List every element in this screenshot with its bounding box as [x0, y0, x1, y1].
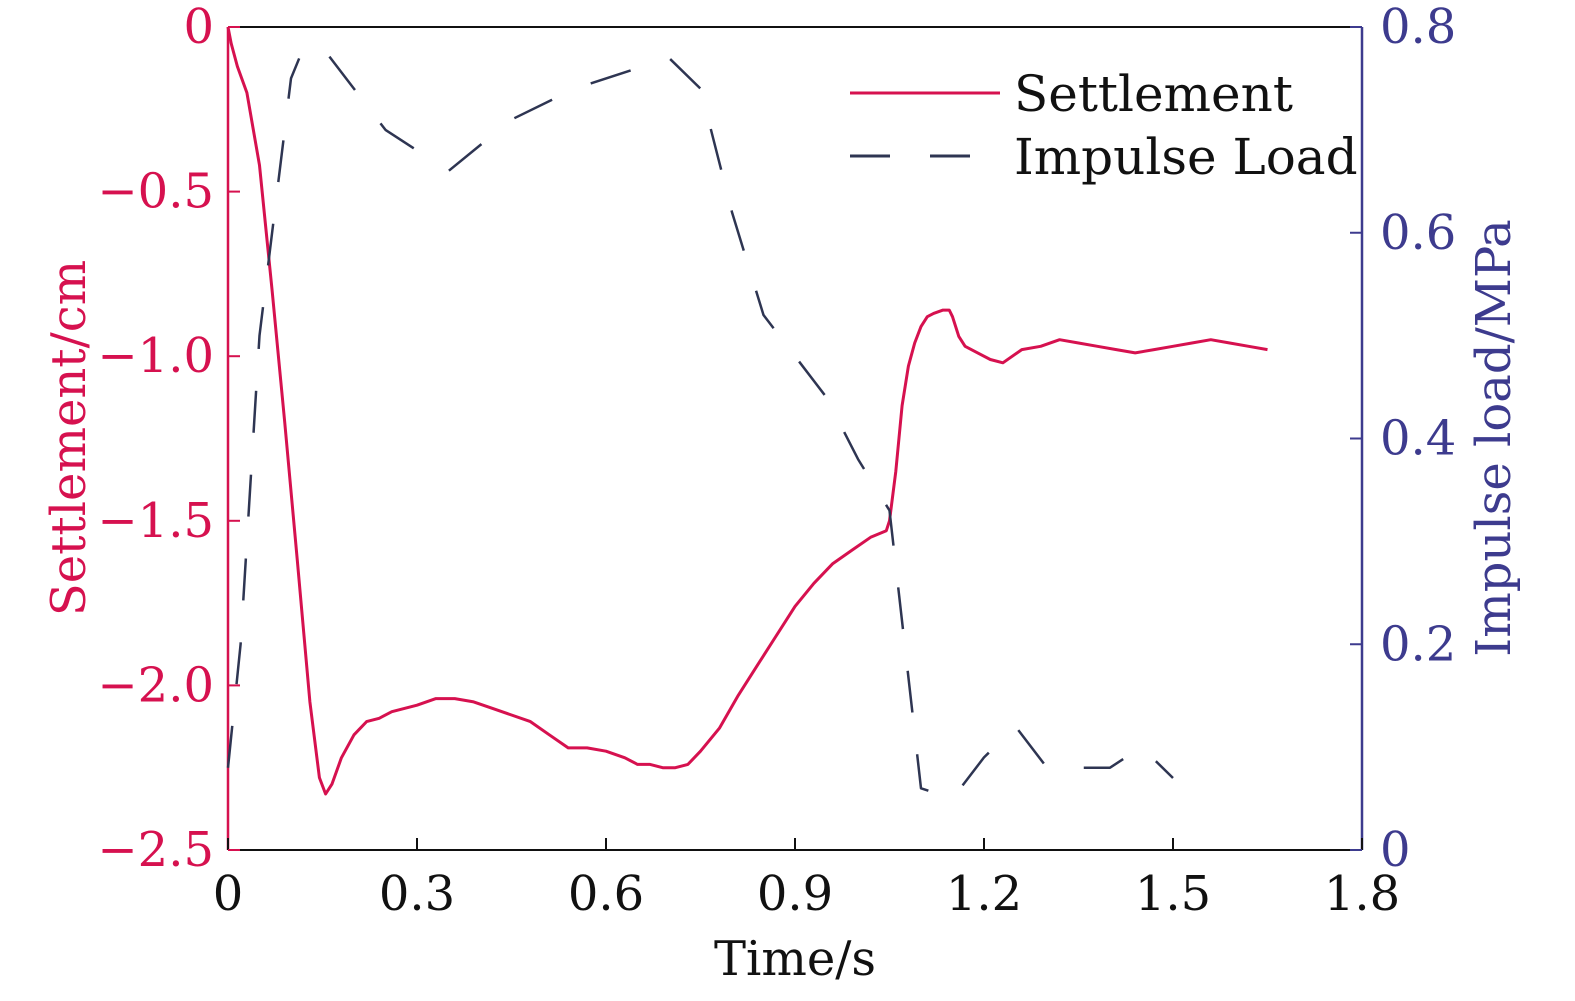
x-tick-label: 0.6: [568, 866, 644, 922]
y-right-tick-label: 0.6: [1380, 205, 1456, 261]
y-axis-right-label: Impulse load/MPa: [1466, 219, 1522, 656]
y-axis-left-label: Settlement/cm: [41, 260, 97, 616]
impulse-load-series-line: [226, 46, 1174, 800]
y-right-tick-label: 0.4: [1380, 411, 1456, 467]
legend: Settlement Impulse Load: [850, 65, 1358, 186]
y-left-tick-label: −1.0: [97, 328, 214, 384]
y-right-tick-label: 0: [1380, 822, 1411, 878]
settlement-series-line: [226, 26, 1268, 796]
x-tick-label: 0: [213, 866, 244, 922]
y-left-tick-label: 0: [183, 0, 214, 55]
y-left-tick-label: −2.5: [97, 822, 214, 878]
legend-impulse-label: Impulse Load: [1014, 128, 1358, 186]
y-right-tick-label: 0.8: [1380, 0, 1456, 55]
y-left-tick-label: −0.5: [97, 164, 214, 220]
x-axis-label: Time/s: [714, 931, 876, 987]
x-tick-label: 1.5: [1135, 866, 1211, 922]
y-left-tick-label: −1.5: [97, 493, 214, 549]
x-tick-label: 1.2: [946, 866, 1022, 922]
x-tick-label: 0.3: [379, 866, 455, 922]
x-tick-label: 0.9: [757, 866, 833, 922]
legend-settlement-label: Settlement: [1014, 65, 1293, 123]
y-left-tick-label: −2.0: [97, 657, 214, 713]
x-tick-label: 1.8: [1324, 866, 1400, 922]
y-right-tick-label: 0.2: [1380, 616, 1456, 672]
series-group: [226, 26, 1268, 800]
ticks-group: 0 0.3 0.6 0.9 1.2 1.5 1.80−0.5−1.0−1.5−2.0−2.5…: [97, 0, 1456, 922]
